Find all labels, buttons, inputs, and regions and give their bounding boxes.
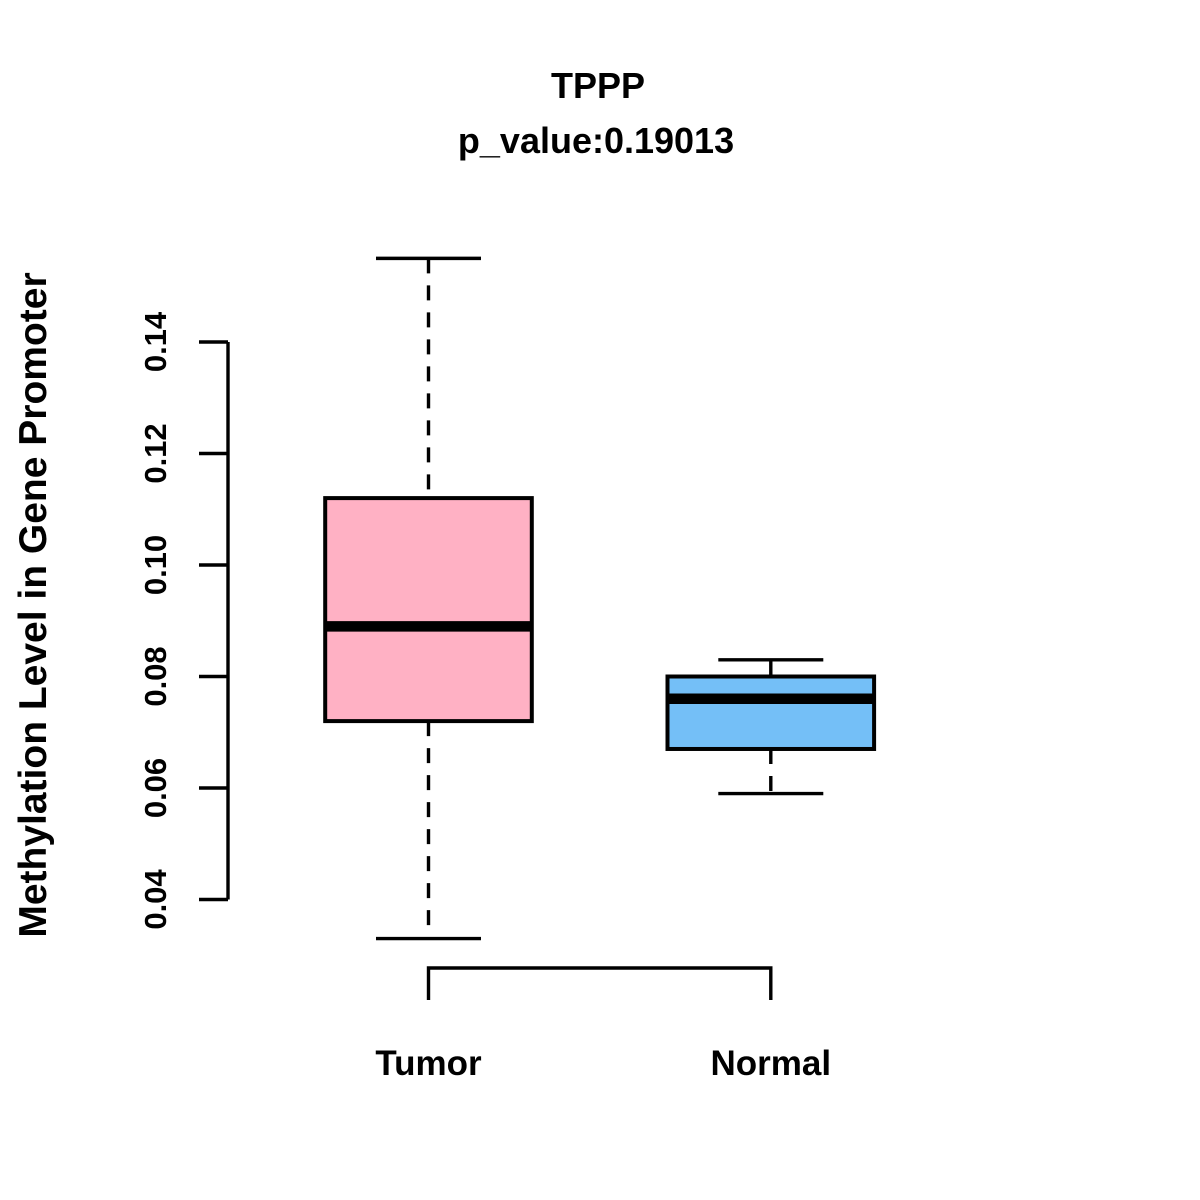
y-tick-label: 0.04 <box>138 869 173 930</box>
iqr-box <box>323 496 534 724</box>
x-label-normal: Normal <box>711 1044 832 1083</box>
y-axis: 0.04 0.06 0.08 0.10 0.12 0.14 <box>138 311 230 930</box>
y-tick-label: 0.10 <box>138 535 173 595</box>
y-tick-label: 0.08 <box>138 646 173 706</box>
x-axis: Tumor Normal <box>375 966 832 1083</box>
y-tick-label: 0.12 <box>138 423 173 483</box>
normal-boxplot <box>665 658 877 796</box>
box-series <box>323 256 877 941</box>
y-tick-label: 0.06 <box>138 758 173 818</box>
x-label-tumor: Tumor <box>375 1044 482 1083</box>
x-axis-bracket <box>426 966 773 1000</box>
y-tick-label: 0.14 <box>138 311 173 372</box>
iqr-box <box>665 674 877 751</box>
chart-title: TPPP <box>551 65 645 106</box>
y-axis-title: Methylation Level in Gene Promoter <box>12 272 55 937</box>
tumor-boxplot <box>323 256 534 941</box>
chart-subtitle: p_value:0.19013 <box>458 120 734 161</box>
